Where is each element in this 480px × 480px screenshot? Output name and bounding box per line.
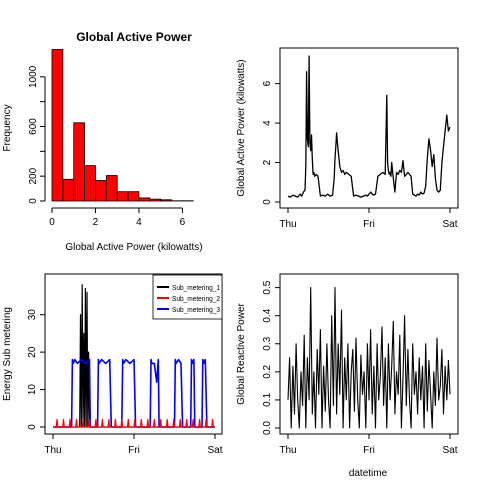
reactive-power-y-tick-label: 0.5 bbox=[262, 280, 273, 294]
histogram-bar bbox=[62, 178, 75, 202]
histogram-bars bbox=[51, 49, 194, 202]
histogram-bar bbox=[84, 165, 96, 202]
sub-metering-y-axis-label: Energy Sub metering bbox=[2, 307, 13, 401]
histogram-x-tick-label: 0 bbox=[49, 217, 55, 228]
reactive-power-y-tick-label: 0.1 bbox=[262, 393, 273, 407]
histogram-bar bbox=[51, 49, 64, 202]
sub-metering-y-tick-label: 10 bbox=[27, 384, 38, 396]
sub-metering-legend: Sub_metering_1 Sub_metering_2 Sub_metering… bbox=[152, 274, 223, 320]
sub-metering-2-line bbox=[53, 418, 215, 428]
histogram-y-tick-label: 1000 bbox=[28, 65, 39, 88]
sub-metering-y-tick-label: 0 bbox=[27, 424, 38, 430]
histogram-y-tick-label: 600 bbox=[28, 118, 39, 135]
active-power-y-axis-label: Global Active Power (kilowatts) bbox=[236, 59, 247, 196]
active-power-y-tick-label: 2 bbox=[262, 159, 273, 165]
sub-metering-legend-label-1: Sub_metering_1 bbox=[172, 285, 220, 292]
sub-metering-legend-label-3: Sub_metering_3 bbox=[172, 307, 220, 314]
sub-metering-x-tick-label: Thu bbox=[44, 445, 61, 456]
reactive-power-x-axis-label: datetime bbox=[349, 468, 388, 479]
active-power-x-tick-label: Sat bbox=[442, 219, 457, 230]
histogram-y-axis-label: Frequency bbox=[2, 104, 13, 151]
reactive-power-y-tick-label: 0.3 bbox=[262, 336, 273, 350]
histogram-bar bbox=[138, 197, 151, 202]
sub-metering-x-tick-label: Fri bbox=[128, 445, 140, 456]
reactive-power-line bbox=[287, 287, 451, 429]
sub-metering-legend-label-2: Sub_metering_2 bbox=[172, 296, 220, 303]
active-power-y-tick-label: 0 bbox=[262, 199, 273, 205]
histogram-y-tick-label: 200 bbox=[28, 167, 39, 184]
histogram-y-tick-label: 0 bbox=[28, 198, 39, 204]
reactive-power-y-tick-label: 0.0 bbox=[262, 421, 273, 435]
histogram-title: Global Active Power bbox=[76, 30, 192, 44]
histogram-x-tick-label: 6 bbox=[180, 217, 186, 228]
histogram-bar bbox=[95, 180, 107, 202]
histogram-x-tick-label: 4 bbox=[136, 217, 142, 228]
sub-metering-1-line bbox=[53, 284, 215, 428]
histogram-panel: Global Active Power Global Active Power … bbox=[2, 30, 203, 253]
active-power-y-tick-label: 4 bbox=[262, 120, 273, 126]
active-power-line bbox=[287, 55, 451, 198]
reactive-power-x-tick-label: Thu bbox=[279, 445, 296, 456]
histogram-bar bbox=[149, 198, 162, 202]
histogram-bar bbox=[105, 175, 118, 202]
active-power-panel: Global Active Power (kilowatts) 0 2 4 6 Thu F… bbox=[236, 47, 459, 230]
histogram-bar bbox=[160, 199, 172, 202]
reactive-power-y-axis-label: Global Reactive Power bbox=[236, 302, 247, 404]
active-power-y-tick-label: 6 bbox=[262, 80, 273, 86]
histogram-x-axis-label: Global Active Power (kilowatts) bbox=[65, 242, 202, 253]
reactive-power-x-tick-label: Sat bbox=[442, 445, 457, 456]
sub-metering-x-tick-label: Sat bbox=[207, 445, 222, 456]
sub-metering-y-tick-label: 30 bbox=[27, 309, 38, 321]
histogram-bar bbox=[73, 122, 85, 202]
reactive-power-panel: datetime Global Reactive Power 0.0 0.1 0.2… bbox=[236, 273, 459, 479]
active-power-x-tick-label: Thu bbox=[279, 219, 296, 230]
histogram-x-tick-label: 2 bbox=[93, 217, 99, 228]
sub-metering-y-tick-label: 20 bbox=[27, 346, 38, 358]
sub-metering-panel: Energy Sub metering 0 10 20 30 Thu Fri Sat Sub_… bbox=[2, 273, 223, 456]
histogram-bar bbox=[127, 191, 140, 202]
active-power-x-tick-label: Fri bbox=[363, 219, 375, 230]
reactive-power-y-tick-label: 0.4 bbox=[262, 308, 273, 322]
reactive-power-y-tick-label: 0.2 bbox=[262, 364, 273, 378]
histogram-bar bbox=[116, 191, 129, 202]
reactive-power-x-tick-label: Fri bbox=[363, 445, 375, 456]
